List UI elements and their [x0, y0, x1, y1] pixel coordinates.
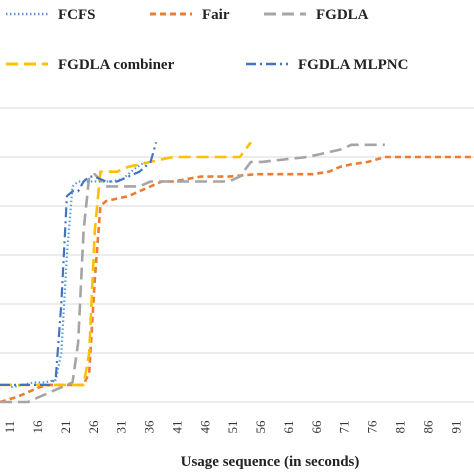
x-tick-label: 16: [30, 420, 45, 434]
x-tick-label: 46: [197, 420, 212, 434]
x-tick-label: 86: [420, 420, 435, 434]
x-tick-label: 31: [114, 421, 129, 434]
x-tick-label: 76: [365, 420, 380, 434]
x-tick-label: 26: [86, 420, 101, 434]
series-line-fgdla-mlpnc: [0, 142, 158, 386]
x-tick-label: 21: [58, 421, 73, 434]
x-tick-label: 61: [281, 421, 296, 434]
series-line-fgdla: [0, 143, 385, 404]
gridlines: [0, 107, 474, 403]
legend-label: FCFS: [58, 7, 96, 23]
x-tick-label: 51: [225, 421, 240, 434]
x-tick-label: 36: [142, 420, 157, 434]
x-axis-ticks: 11 16 21 26 31 36 41 46 51 56 61 66 71 76 81 86 91: [2, 420, 463, 434]
legend: FCFS Fair FGDLA FGDLA combiner FGDLA MLPNC: [6, 7, 408, 73]
x-tick-label: 81: [392, 421, 407, 434]
series-lines: [0, 141, 474, 404]
legend-label: FGDLA MLPNC: [298, 57, 408, 73]
x-tick-label: 71: [337, 421, 352, 434]
legend-label: Fair: [202, 7, 230, 23]
legend-label: FGDLA: [316, 7, 369, 23]
legend-label: FGDLA combiner: [58, 57, 175, 73]
x-tick-label: 56: [253, 420, 268, 434]
x-tick-label: 11: [2, 421, 17, 434]
x-tick-label: 66: [309, 420, 324, 434]
x-tick-label: 91: [448, 421, 463, 434]
x-tick-label: 41: [169, 421, 184, 434]
series-line-fgdla-combiner: [0, 141, 252, 387]
x-axis-title: Usage sequence (in seconds): [181, 454, 360, 470]
